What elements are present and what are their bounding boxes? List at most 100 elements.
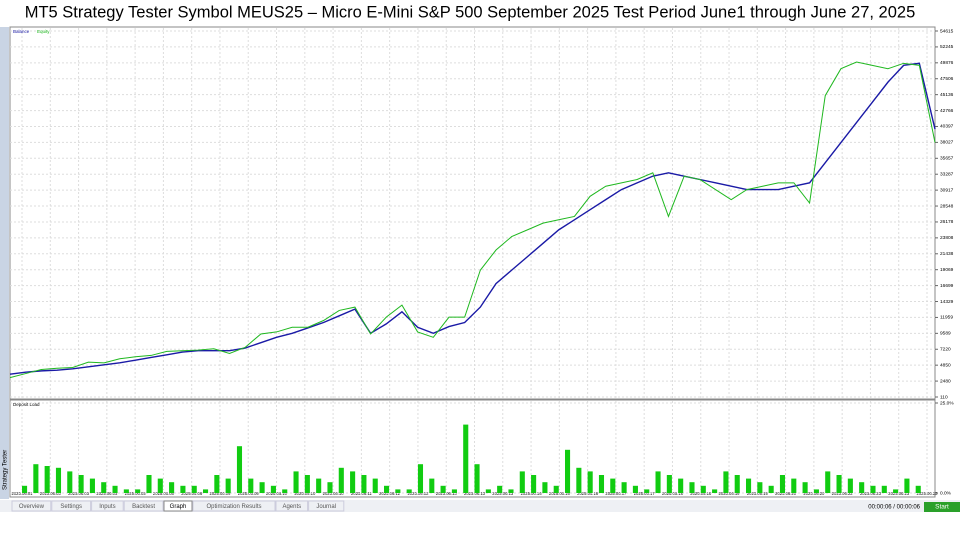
tab[interactable] bbox=[123, 500, 164, 512]
bar bbox=[338, 467, 344, 493]
y-tick-label: 2480 bbox=[940, 378, 951, 384]
tab[interactable] bbox=[192, 500, 276, 512]
bar bbox=[870, 485, 876, 493]
bar bbox=[248, 478, 254, 493]
tab-label[interactable]: Journal bbox=[316, 504, 336, 510]
bar bbox=[474, 464, 480, 493]
tab-label[interactable]: Agents bbox=[282, 504, 301, 510]
x-tick-label: 2025.06.23 bbox=[888, 491, 910, 496]
y-tick-label: 7220 bbox=[940, 347, 951, 353]
bar bbox=[553, 485, 559, 493]
bar bbox=[779, 475, 786, 493]
bar bbox=[384, 485, 390, 493]
bar bbox=[157, 478, 163, 493]
bar bbox=[429, 478, 435, 493]
x-tick-label: 2025.06.09 bbox=[238, 491, 260, 496]
tab[interactable] bbox=[163, 500, 193, 512]
bar bbox=[508, 489, 514, 493]
y-tick-label: 9589 bbox=[940, 331, 951, 337]
bar bbox=[678, 478, 684, 493]
y-tick-label: 38027 bbox=[940, 140, 954, 146]
side-label: Strategy Tester bbox=[3, 450, 9, 490]
series-line bbox=[9, 61, 936, 379]
bar bbox=[485, 489, 491, 493]
bar bbox=[644, 489, 650, 493]
y-tick-label: 47506 bbox=[940, 76, 954, 82]
bar bbox=[519, 471, 525, 493]
bar bbox=[33, 464, 39, 493]
x-tick-label: 2025.06.13 bbox=[436, 491, 458, 496]
tab-label[interactable]: Backtest bbox=[132, 504, 155, 510]
tab[interactable] bbox=[11, 500, 52, 512]
tab[interactable] bbox=[51, 500, 92, 512]
y-tick-label: 42766 bbox=[940, 108, 954, 114]
bar bbox=[813, 489, 819, 493]
bar bbox=[270, 485, 276, 493]
bar bbox=[768, 485, 774, 493]
y-tick-label: 110 bbox=[940, 394, 948, 400]
series-line bbox=[9, 62, 936, 375]
x-tick-label: 2025.06.10 bbox=[323, 491, 345, 496]
bar bbox=[666, 475, 672, 493]
bar bbox=[112, 485, 118, 493]
tab-label[interactable]: Settings bbox=[60, 504, 82, 510]
bar bbox=[734, 475, 740, 493]
bar bbox=[531, 475, 537, 493]
tab[interactable] bbox=[91, 500, 124, 512]
x-tick-label: 2025.06.06 bbox=[181, 491, 203, 496]
bar bbox=[89, 478, 95, 493]
x-tick-label: 2025.06.18 bbox=[690, 491, 712, 496]
x-tick-label: 2025.06.23 bbox=[917, 491, 939, 496]
bar bbox=[350, 471, 356, 493]
bar bbox=[802, 482, 808, 493]
bar bbox=[621, 482, 627, 493]
y-tick-label: 45136 bbox=[940, 92, 954, 98]
x-tick-label: 2025.06.05 bbox=[96, 491, 118, 496]
status-time: 00:00:06 / 00:00:06 bbox=[868, 505, 920, 511]
tab-label[interactable]: Inputs bbox=[99, 504, 115, 510]
x-tick-label: 2025.06.13 bbox=[492, 491, 514, 496]
bar bbox=[565, 449, 571, 493]
y-tick-label: 16699 bbox=[940, 283, 954, 289]
y-tick-label: 11959 bbox=[940, 315, 953, 321]
bar bbox=[293, 471, 299, 493]
y-tick-label: 4850 bbox=[940, 362, 951, 368]
x-tick-label: 2025.06.19 bbox=[747, 491, 769, 496]
y-tick-label: 26178 bbox=[940, 219, 954, 225]
page-title: MT5 Strategy Tester Symbol MEUS25 – Micr… bbox=[25, 3, 916, 21]
start-button[interactable] bbox=[924, 502, 960, 512]
tab-label[interactable]: Optimization Results bbox=[206, 504, 261, 510]
bar bbox=[361, 475, 367, 493]
bar bbox=[542, 482, 548, 493]
tab[interactable] bbox=[275, 500, 309, 512]
x-tick-label: 2025.06.11 bbox=[351, 491, 372, 496]
x-tick-label: 2025.06.01 bbox=[12, 491, 34, 496]
x-tick-label: 2025.06.13 bbox=[464, 491, 486, 496]
bar bbox=[791, 478, 797, 493]
x-tick-label: 2025.06.09 bbox=[209, 491, 231, 496]
tab[interactable] bbox=[308, 500, 345, 512]
bar bbox=[440, 485, 446, 493]
bar bbox=[689, 482, 695, 493]
x-tick-label: 2025.06.12 bbox=[407, 491, 429, 496]
bar bbox=[236, 446, 243, 493]
start-button-label[interactable]: Start bbox=[935, 504, 949, 511]
bar bbox=[327, 482, 333, 493]
y-tick-label: 28548 bbox=[940, 203, 954, 209]
bar bbox=[904, 478, 910, 493]
x-tick-label: 2025.06.06 bbox=[153, 491, 175, 496]
bar bbox=[44, 466, 50, 493]
bar bbox=[78, 475, 84, 493]
tab-label[interactable]: Graph bbox=[170, 504, 187, 510]
bar bbox=[214, 475, 220, 493]
bar bbox=[417, 464, 424, 493]
tab-label[interactable]: Overview bbox=[19, 504, 45, 510]
bar bbox=[587, 471, 593, 493]
chart-label: Deposit Load bbox=[13, 402, 40, 407]
y-tick-label: 0.0% bbox=[940, 490, 952, 496]
bar bbox=[497, 485, 503, 493]
bar bbox=[169, 482, 175, 493]
bar bbox=[146, 475, 152, 493]
x-tick-label: 2025.06.18 bbox=[662, 491, 684, 496]
